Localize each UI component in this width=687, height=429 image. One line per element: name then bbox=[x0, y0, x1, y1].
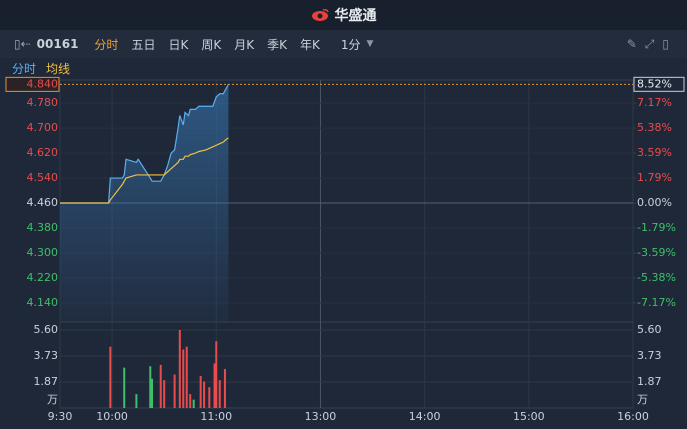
tab[interactable]: 日K bbox=[168, 37, 189, 52]
volume-bar bbox=[208, 387, 211, 408]
y2-tick-label: 5.38% bbox=[637, 121, 672, 134]
tab[interactable]: 年K bbox=[299, 37, 320, 52]
logo-icon bbox=[311, 9, 329, 21]
volume-bar bbox=[189, 394, 192, 408]
volume-unit: 万 bbox=[47, 393, 58, 406]
panel-frame bbox=[59, 79, 634, 323]
volume-unit-right: 万 bbox=[637, 393, 648, 406]
toolbar: ▯⇠ 00161 分时 五日 日K 周K 月K 季K 年K 1分 ▼ ✎⤢▯ bbox=[0, 30, 687, 58]
volume-bar bbox=[163, 380, 166, 408]
legend-entry: 分时 bbox=[12, 62, 37, 76]
y2-tick-label: -3.59% bbox=[637, 246, 676, 259]
app-title: 华盛通 bbox=[334, 8, 377, 24]
volume-bar bbox=[149, 366, 152, 408]
volume-tick-label: 1.87 bbox=[34, 375, 59, 388]
tabs: 分时 五日 日K 周K 月K 季K 年K bbox=[94, 36, 332, 53]
x-tick-label: 15:00 bbox=[513, 410, 545, 423]
stock-code: 00161 bbox=[36, 37, 79, 51]
x-tick-label: 10:00 bbox=[96, 410, 128, 423]
y2-tick-label: 7.17% bbox=[637, 96, 672, 109]
y2-tick-label: -7.17% bbox=[637, 296, 676, 309]
tool-icons[interactable]: ✎⤢▯ bbox=[626, 36, 677, 51]
legend-entry: 均线 bbox=[46, 62, 71, 76]
volume-bar bbox=[185, 346, 188, 408]
y2-tick-label: 1.79% bbox=[637, 171, 672, 184]
interval[interactable]: 1分 bbox=[340, 37, 361, 52]
y-tick-label: 4.380 bbox=[27, 221, 59, 234]
top-bar: 华盛通 bbox=[0, 0, 687, 30]
y-tick-label: 4.300 bbox=[27, 246, 59, 259]
y-tick-label: 4.700 bbox=[27, 121, 59, 134]
tab[interactable]: 分时 bbox=[94, 37, 119, 52]
y-tick-label: 4.140 bbox=[27, 296, 59, 309]
volume-bar bbox=[203, 381, 206, 408]
y-tick-label: 4.540 bbox=[27, 171, 59, 184]
y-tick-label: 4.220 bbox=[27, 271, 59, 284]
volume-tick-label-right: 3.73 bbox=[637, 349, 662, 362]
current-pct-box bbox=[633, 76, 685, 92]
tab[interactable]: 周K bbox=[201, 37, 222, 52]
y2-tick-label: 3.59% bbox=[637, 146, 672, 159]
volume-bar bbox=[178, 330, 181, 408]
volume-tick-label-right: 1.87 bbox=[637, 375, 662, 388]
volume-bar bbox=[199, 375, 202, 408]
volume-frame bbox=[59, 329, 634, 409]
volume-tick-label-right: 5.60 bbox=[637, 323, 662, 336]
current-price-label: 4.840 bbox=[27, 77, 59, 90]
y2-tick-label: -1.79% bbox=[637, 221, 676, 234]
volume-bar bbox=[151, 378, 154, 408]
x-tick-label: 16:00 bbox=[617, 410, 649, 423]
volume-bar bbox=[213, 363, 216, 408]
price-line bbox=[60, 84, 229, 204]
y-tick-label: 4.780 bbox=[27, 96, 59, 109]
volume-tick-label: 3.73 bbox=[34, 349, 59, 362]
price-line bbox=[60, 137, 229, 204]
volume-bar bbox=[159, 364, 162, 408]
volume-bar bbox=[109, 346, 112, 408]
volume-bar bbox=[182, 349, 185, 408]
y-tick-label: 4.460 bbox=[27, 196, 59, 209]
y2-tick-label: 0.00% bbox=[637, 196, 672, 209]
volume-bar bbox=[223, 369, 226, 408]
x-tick-label: 13:00 bbox=[305, 410, 337, 423]
tab[interactable]: 季K bbox=[267, 37, 287, 52]
price-area bbox=[60, 84, 229, 322]
volume-bar bbox=[218, 380, 221, 408]
volume-bar bbox=[173, 374, 176, 408]
back-icon[interactable]: ▯⇠ bbox=[14, 37, 31, 51]
volume-bar bbox=[215, 341, 218, 408]
legend: 分时 均线 bbox=[12, 60, 70, 77]
volume-bar bbox=[123, 367, 126, 408]
x-tick-label: 14:00 bbox=[409, 410, 441, 423]
x-tick-label: 11:00 bbox=[200, 410, 232, 423]
y-tick-label: 4.620 bbox=[27, 146, 59, 159]
x-tick-label: 9:30 bbox=[48, 410, 73, 423]
volume-bar bbox=[135, 394, 138, 408]
dropdown-arrow[interactable]: ▼ bbox=[366, 39, 374, 49]
tab[interactable]: 月K bbox=[234, 37, 255, 52]
y2-tick-label: -5.38% bbox=[637, 271, 676, 284]
tab[interactable]: 五日 bbox=[131, 37, 156, 52]
volume-bar bbox=[192, 399, 195, 408]
current-price-box bbox=[5, 76, 60, 92]
current-pct-label: 8.52% bbox=[637, 77, 672, 90]
volume-tick-label: 5.60 bbox=[34, 323, 59, 336]
